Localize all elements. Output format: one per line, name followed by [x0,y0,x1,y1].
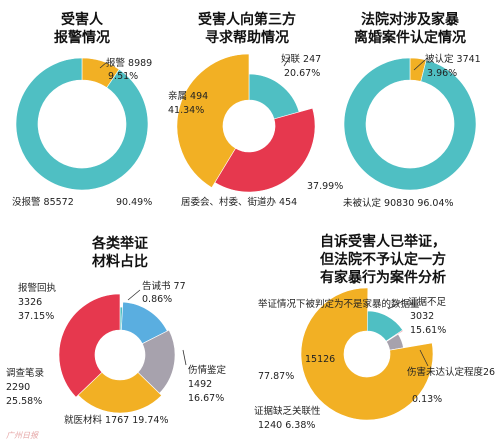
chart-title-1-line-2: 寻求帮助情况 [205,29,289,46]
slice-percent: 37.15% [18,311,54,322]
slice-percent: 16.67% [188,393,224,404]
slice-label: 就医材料 1767 19.74% [64,414,169,426]
slice-label-line: 举证情况下被判定为不是家暴的数据量 [258,298,420,310]
slice-label: 被认定 3741 [425,53,481,65]
slice-count: 3326 [18,297,42,308]
chart-police-report [15,57,149,191]
pie-slice [343,57,477,191]
chart-unrecognized-analysis [300,287,434,421]
slice-percent: 20.67% [284,68,320,79]
pie-slice [300,287,434,421]
slice-label: 妇联 247 [281,53,321,65]
slice-label: 证据缺乏关联性 [254,405,321,417]
chart-title-3-line-1: 各类举证 [91,235,148,252]
slice-label: 报警回执 [18,282,57,294]
slice-label: 伤害未达认定程度 [407,366,484,378]
slice-percent: 77.87% [258,371,294,382]
pie-slice [58,293,121,398]
chart-title-1-line-1: 受害人向第三方 [198,11,296,28]
chart-title-4-line-3: 有家暴行为案件分析 [320,269,446,286]
slice-label: 居委会、村委、街道办 454 [181,196,297,208]
chart-title-2-line-2: 离婚案件认定情况 [354,29,466,46]
slice-label: 亲属 494 [168,90,208,102]
slice-percent: 41.34% [168,105,204,116]
chart-title-0-line-2: 报警情况 [54,29,110,46]
chart-court-recognition [343,57,477,191]
pie-slice [248,73,300,120]
labels-chart-3: 告诫书 77 0.86% 报警回执 3326 37.15% 伤情鉴定 1492 … [6,280,227,426]
watermark-logo: 广州日报 [6,431,39,440]
labels-chart-4: 证据不足 3032 15.61% 举证情况下被判定为不是家暴的数据量 15126… [254,296,495,431]
titles: 受害人 报警情况 受害人向第三方 寻求帮助情况 法院对涉及家暴 离婚案件认定情况… [54,11,466,286]
slice-count: 1240 6.38% [258,420,315,431]
slice-percent: 90.49% [116,197,152,208]
chart-evidence-share [58,293,176,414]
slice-percent: 9.51% [108,71,138,82]
pie-slice [15,57,149,191]
slice-percent: 0.86% [142,294,172,305]
slice-label: 调查笔录 [6,367,45,379]
slice-percent: 37.99% [307,181,343,192]
slice-label: 证据不足 [408,296,447,308]
labels-chart-0: 报警 8989 9.51% 没报警 85572 90.49% [12,57,152,208]
chart-title-4-line-1: 自诉受害人已举证， [320,233,446,250]
chart-title-2-line-1: 法院对涉及家暴 [361,11,460,28]
pie-slice [176,53,250,189]
slice-label: 未被认定 90830 96.04% [343,197,454,209]
slice-label: 举证情况下被判定为不是家暴的数据量 [258,298,420,310]
slice-percent: 25.58% [6,396,42,407]
slice-count: 15126 [305,354,335,365]
chart-title-3-line-2: 材料占比 [92,253,148,270]
slice-label: 没报警 85572 [12,196,74,208]
slice-count: 26 [483,367,495,378]
slice-percent: 0.13% [412,394,442,405]
labels-chart-1: 妇联 247 20.67% 亲属 494 41.34% 37.99% 居委会、村… [168,53,343,208]
pie-slice [77,371,163,414]
slice-count: 1492 [188,379,212,390]
slice-percent: 15.61% [410,325,446,336]
leader-lines [99,56,429,367]
chart-title-4-line-2: 但法院不予认定一方 [319,251,446,268]
slice-count: 2290 [6,382,30,393]
slice-label: 报警 8989 [106,57,152,69]
slice-count: 3032 [410,311,434,322]
slice-label: 伤情鉴定 [188,364,227,376]
slice-label: 告诫书 77 [142,280,186,292]
chart-third-party-help [176,53,316,193]
pie-slice [214,107,316,193]
chart-title-0-line-1: 受害人 [61,11,104,28]
labels-chart-2: 被认定 3741 3.96% 未被认定 90830 96.04% [343,53,481,209]
slice-percent: 3.96% [427,68,457,79]
